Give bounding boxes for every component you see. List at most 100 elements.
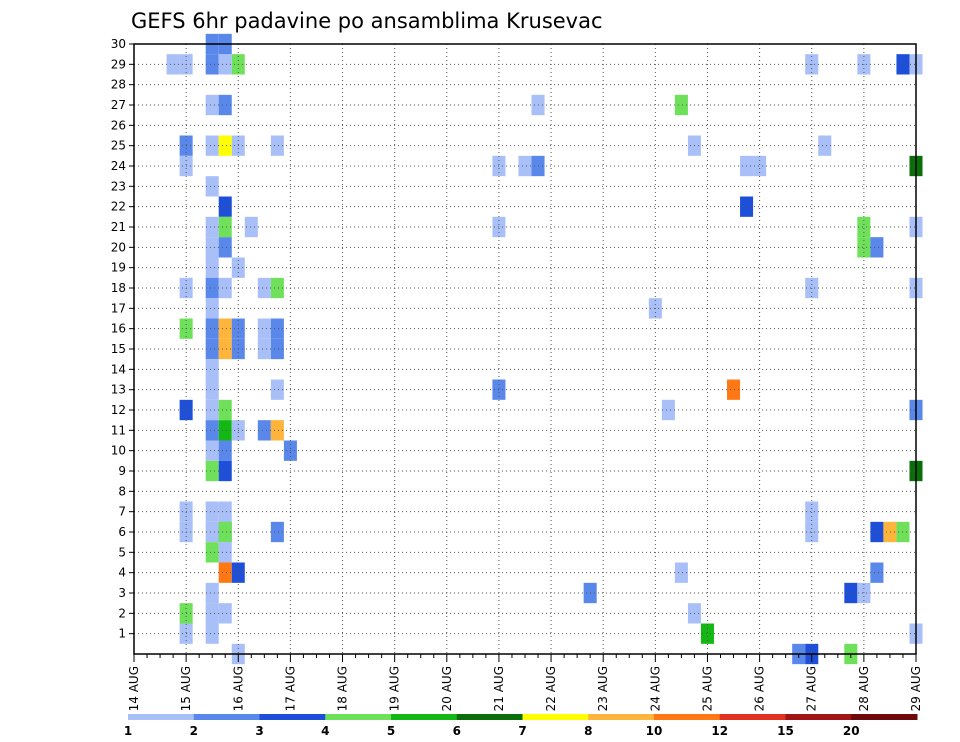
- heatmap-cell: [205, 582, 219, 604]
- y-tick-label: 16: [111, 322, 126, 336]
- y-tick-label: 17: [111, 301, 126, 315]
- legend-swatch: [851, 714, 918, 720]
- heatmap-cell: [218, 440, 232, 461]
- heatmap-cell: [661, 399, 675, 421]
- x-tick-label: 29 AUG: [909, 666, 923, 711]
- y-tick-label: 28: [111, 78, 126, 92]
- y-tick-label: 4: [118, 566, 126, 580]
- x-tick-label: 22 AUG: [544, 666, 558, 711]
- legend-label: 2: [190, 724, 198, 738]
- heatmap-cell: [218, 196, 232, 217]
- heatmap-cell: [244, 216, 258, 238]
- heatmap-cell: [218, 521, 232, 543]
- y-tick-label: 1: [118, 627, 126, 641]
- y-tick-label: 23: [111, 179, 126, 193]
- heatmap-cell: [218, 420, 232, 441]
- legend-label: 1: [124, 724, 132, 738]
- heatmap-cell: [270, 318, 284, 339]
- heatmap-cell: [270, 338, 284, 360]
- heatmap-cell: [205, 379, 219, 400]
- color-legend: 1 2 3 4 5 6 7 8 10 12 15 20: [124, 714, 918, 738]
- legend-swatch: [588, 714, 655, 720]
- heatmap-cell: [257, 318, 271, 339]
- x-tick-label: 26 AUG: [753, 666, 767, 711]
- x-axis: 14 AUG 15 AUG 16 AUG 17 AUG 18 AUG 19 AUG 20 A…: [127, 654, 923, 711]
- x-tick-label: 15 AUG: [179, 666, 193, 711]
- heatmap-cell: [257, 420, 271, 441]
- y-tick-label: 12: [111, 403, 126, 417]
- legend-label: 8: [584, 724, 592, 738]
- heatmap-cell: [270, 379, 284, 400]
- legend-label: 10: [646, 724, 663, 738]
- y-tick-label: 24: [111, 159, 126, 173]
- heatmap-cell: [218, 562, 232, 583]
- heatmap-cell: [218, 277, 232, 299]
- y-tick-label: 9: [118, 464, 126, 478]
- legend-label: 20: [843, 724, 860, 738]
- heatmap-cell: [818, 135, 832, 156]
- heatmap-cell: [270, 135, 284, 156]
- heatmap-cell: [270, 521, 284, 543]
- legend-label: 3: [255, 724, 263, 738]
- heatmap-cell: [205, 216, 219, 238]
- legend-label: 6: [453, 724, 461, 738]
- y-tick-label: 18: [111, 281, 126, 295]
- x-tick-label: 16 AUG: [231, 666, 245, 711]
- legend-swatch: [785, 714, 852, 720]
- heatmap-cell: [205, 542, 219, 563]
- legend-label: 12: [711, 724, 728, 738]
- heatmap-cell: [205, 237, 219, 258]
- legend-swatch: [193, 714, 260, 720]
- heatmap-cell: [218, 542, 232, 563]
- heatmap-cell: [205, 94, 219, 116]
- x-tick-label: 27 AUG: [805, 666, 819, 711]
- y-tick-label: 3: [118, 586, 126, 600]
- heatmap-cell: [205, 135, 219, 156]
- x-tick-label: 28 AUG: [857, 666, 871, 711]
- legend-swatch: [128, 714, 195, 720]
- heatmap-cell: [870, 521, 884, 543]
- heatmap-cell: [205, 623, 219, 644]
- y-tick-label: 10: [111, 444, 126, 458]
- heatmap-cell: [205, 176, 219, 197]
- x-tick-label: 19 AUG: [388, 666, 402, 711]
- y-tick-label: 14: [111, 362, 126, 376]
- legend-swatch: [522, 714, 589, 720]
- x-tick-label: 21 AUG: [492, 666, 506, 711]
- y-tick-label: 27: [111, 98, 126, 112]
- legend-swatch: [391, 714, 458, 720]
- heatmap-cell: [870, 237, 884, 258]
- legend-swatch: [325, 714, 392, 720]
- heatmap-cell: [205, 460, 219, 482]
- y-tick-label: 13: [111, 383, 126, 397]
- heatmap-cell: [205, 298, 219, 319]
- heatmap-cell: [218, 237, 232, 258]
- heatmap-cell: [883, 521, 897, 543]
- heatmap-cell: [218, 501, 232, 522]
- heatmap-cell: [257, 277, 271, 299]
- x-tick-label: 17 AUG: [283, 666, 297, 711]
- y-tick-label: 30: [111, 37, 126, 51]
- y-tick-label: 5: [118, 545, 126, 559]
- heatmap-cell: [218, 603, 232, 624]
- y-tick-label: 26: [111, 118, 126, 132]
- heatmap-cell: [166, 54, 180, 75]
- y-tick-label: 11: [111, 423, 126, 437]
- heatmap-cell: [218, 216, 232, 238]
- y-tick-label: 15: [111, 342, 126, 356]
- heatmap-cell: [857, 216, 871, 238]
- x-tick-label: 20 AUG: [440, 666, 454, 711]
- x-tick-label: 23 AUG: [596, 666, 610, 711]
- legend-swatch: [654, 714, 721, 720]
- legend-label: 5: [387, 724, 395, 738]
- heatmap-cell: [218, 318, 232, 339]
- heatmap-cell: [205, 277, 219, 299]
- y-tick-label: 6: [118, 525, 126, 539]
- heatmap-cell: [205, 338, 219, 360]
- y-tick-label: 7: [118, 505, 126, 519]
- heatmap-cell: [205, 54, 219, 75]
- heatmap-cell: [205, 257, 219, 278]
- y-tick-label: 25: [111, 139, 126, 153]
- legend-swatch: [456, 714, 523, 720]
